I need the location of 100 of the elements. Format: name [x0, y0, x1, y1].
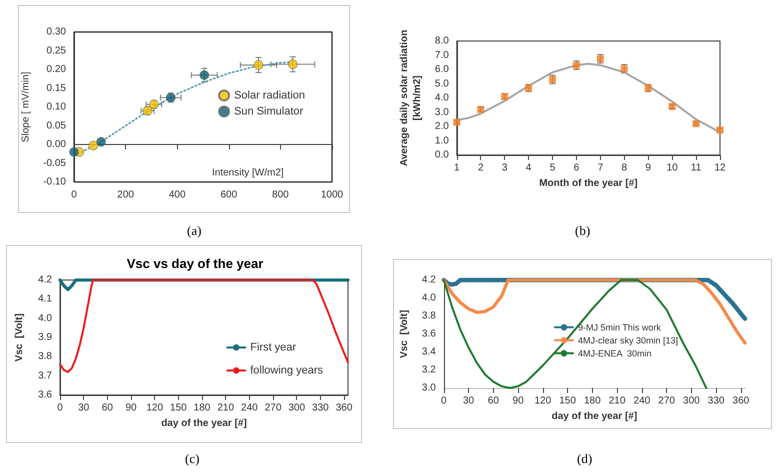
x-tick-label: 330	[708, 396, 725, 406]
legend-label: 4MJ-clear sky 30min [13]	[578, 335, 678, 346]
y-tick-label: 4.2	[38, 274, 52, 286]
y-axis-title: Average daily solar radiation [kWh/m2]	[399, 30, 423, 166]
x-tick-label: 600	[220, 190, 238, 200]
chart-title: Vsc vs day of the year	[126, 256, 264, 271]
x-tick-label: 210	[217, 402, 234, 414]
y-tick-label: 4.1	[38, 294, 52, 305]
x-tick-label: 240	[241, 402, 258, 414]
y-tick-label: 3.8	[422, 310, 436, 322]
y-tick-label: 3.9	[38, 332, 52, 343]
y-tick-label: 0.20	[46, 64, 66, 75]
x-tick-label: 120	[146, 402, 164, 414]
x-tick-label: 180	[584, 396, 602, 406]
x-tick-label: 400	[168, 190, 186, 200]
x-tick-label: 60	[488, 396, 500, 406]
y-axis-title: Vsc [Volt]	[14, 313, 25, 362]
y-tick-label: 3.8	[38, 351, 52, 362]
y-tick-label: 5.0	[434, 78, 450, 90]
y-tick-label: 0.30	[46, 26, 66, 38]
y-tick-label: 3.2	[422, 364, 436, 376]
y-tick-label: 0.25	[46, 45, 66, 56]
legend-label: Solar radiation	[234, 90, 306, 102]
y-tick-label: 4.0	[422, 292, 436, 304]
x-tick-label: 150	[559, 396, 576, 406]
point	[88, 140, 98, 150]
x-tick-label: 200	[117, 190, 134, 200]
y-tick-label: 3.0	[434, 106, 450, 118]
legend-label: following years	[250, 364, 324, 376]
y-tick-label: 2.0	[434, 121, 450, 132]
x-tick-label: 1	[454, 162, 460, 174]
text: (c)	[185, 451, 200, 466]
y-tick-label: 4.0	[434, 92, 450, 104]
x-tick-label: 8	[622, 162, 628, 174]
point	[69, 147, 79, 157]
y-tick-label: 4.2	[422, 274, 436, 286]
legend-label: Sun Simulator	[234, 106, 304, 118]
x-tick-label: 3	[502, 162, 508, 174]
text: (b)	[575, 223, 590, 238]
x-tick-label: 90	[512, 396, 524, 406]
x-tick-label: 5	[550, 162, 556, 174]
x-tick-label: 800	[272, 190, 290, 200]
y-tick-label: 0.10	[46, 102, 66, 112]
text: (a)	[187, 223, 202, 238]
y-tick-label: 3.4	[422, 346, 436, 358]
x-tick-label: 360	[336, 402, 353, 414]
y-tick-label: 3.0	[422, 382, 436, 394]
y-tick-label: 3.7	[38, 370, 52, 382]
y-tick-label: 0.00	[46, 139, 66, 150]
x-tick-label: 10	[666, 162, 678, 174]
x-tick-label: 0	[71, 190, 78, 200]
x-tick-label: 0	[57, 402, 64, 414]
line-series	[442, 278, 747, 345]
x-tick-label: 7	[598, 162, 604, 174]
y-tick-label: 0.05	[46, 120, 66, 132]
x-axis-title: day of the year [#]	[552, 411, 638, 422]
x-tick-label: 4	[526, 162, 532, 174]
x-tick-label: 1000	[320, 190, 344, 200]
x-tick-label: 11	[690, 162, 702, 174]
point	[254, 60, 264, 70]
text: (d)	[577, 451, 592, 466]
x-tick-label: 30	[462, 396, 475, 406]
x-axis-title: Month of the year [#]	[539, 178, 638, 189]
legend-label: 4MJ-ENEA 30min	[578, 348, 652, 358]
x-tick-label: 60	[102, 402, 114, 414]
line-series	[442, 279, 708, 389]
x-tick-label: 210	[608, 396, 626, 406]
x-tick-label: 30	[78, 402, 90, 414]
x-tick-label: 6	[574, 162, 580, 174]
x-tick-label: 240	[634, 396, 651, 406]
y-tick-label: 1.0	[434, 135, 450, 146]
x-tick-label: 12	[714, 162, 726, 174]
x-tick-label: 2	[478, 162, 484, 174]
x-tick-label: 270	[264, 402, 282, 414]
point	[716, 126, 724, 134]
x-tick-label: 90	[125, 402, 138, 414]
y-tick-label: -0.05	[43, 158, 66, 169]
point	[96, 137, 106, 147]
y-axis-title: Slope [ mV/min]	[20, 71, 32, 142]
x-tick-label: 120	[534, 396, 552, 406]
y-tick-label: 4.0	[38, 312, 52, 324]
point	[200, 70, 210, 80]
point	[453, 118, 460, 126]
y-tick-label: 6.0	[434, 64, 450, 75]
x-tick-label: 0	[441, 396, 448, 406]
point	[288, 59, 298, 70]
y-tick-label: 8.0	[434, 36, 450, 46]
x-tick-label: 300	[288, 402, 306, 414]
legend-label: 9-MJ 5min This work	[578, 322, 662, 332]
x-tick-label: 150	[170, 402, 188, 414]
y-tick-label: 3.6	[422, 328, 436, 340]
y-tick-label: 0.15	[46, 82, 66, 94]
y-axis-title: Vsc [Volt]	[399, 310, 410, 358]
y-tick-label: 0.0	[434, 150, 450, 160]
x-tick-label: 330	[312, 402, 330, 414]
x-axis-title: Intensity [W/m2]	[212, 168, 284, 178]
x-tick-label: 300	[683, 396, 700, 406]
y-tick-label: 3.6	[38, 390, 52, 400]
x-tick-label: 270	[658, 396, 676, 406]
x-tick-label: 9	[645, 162, 652, 174]
